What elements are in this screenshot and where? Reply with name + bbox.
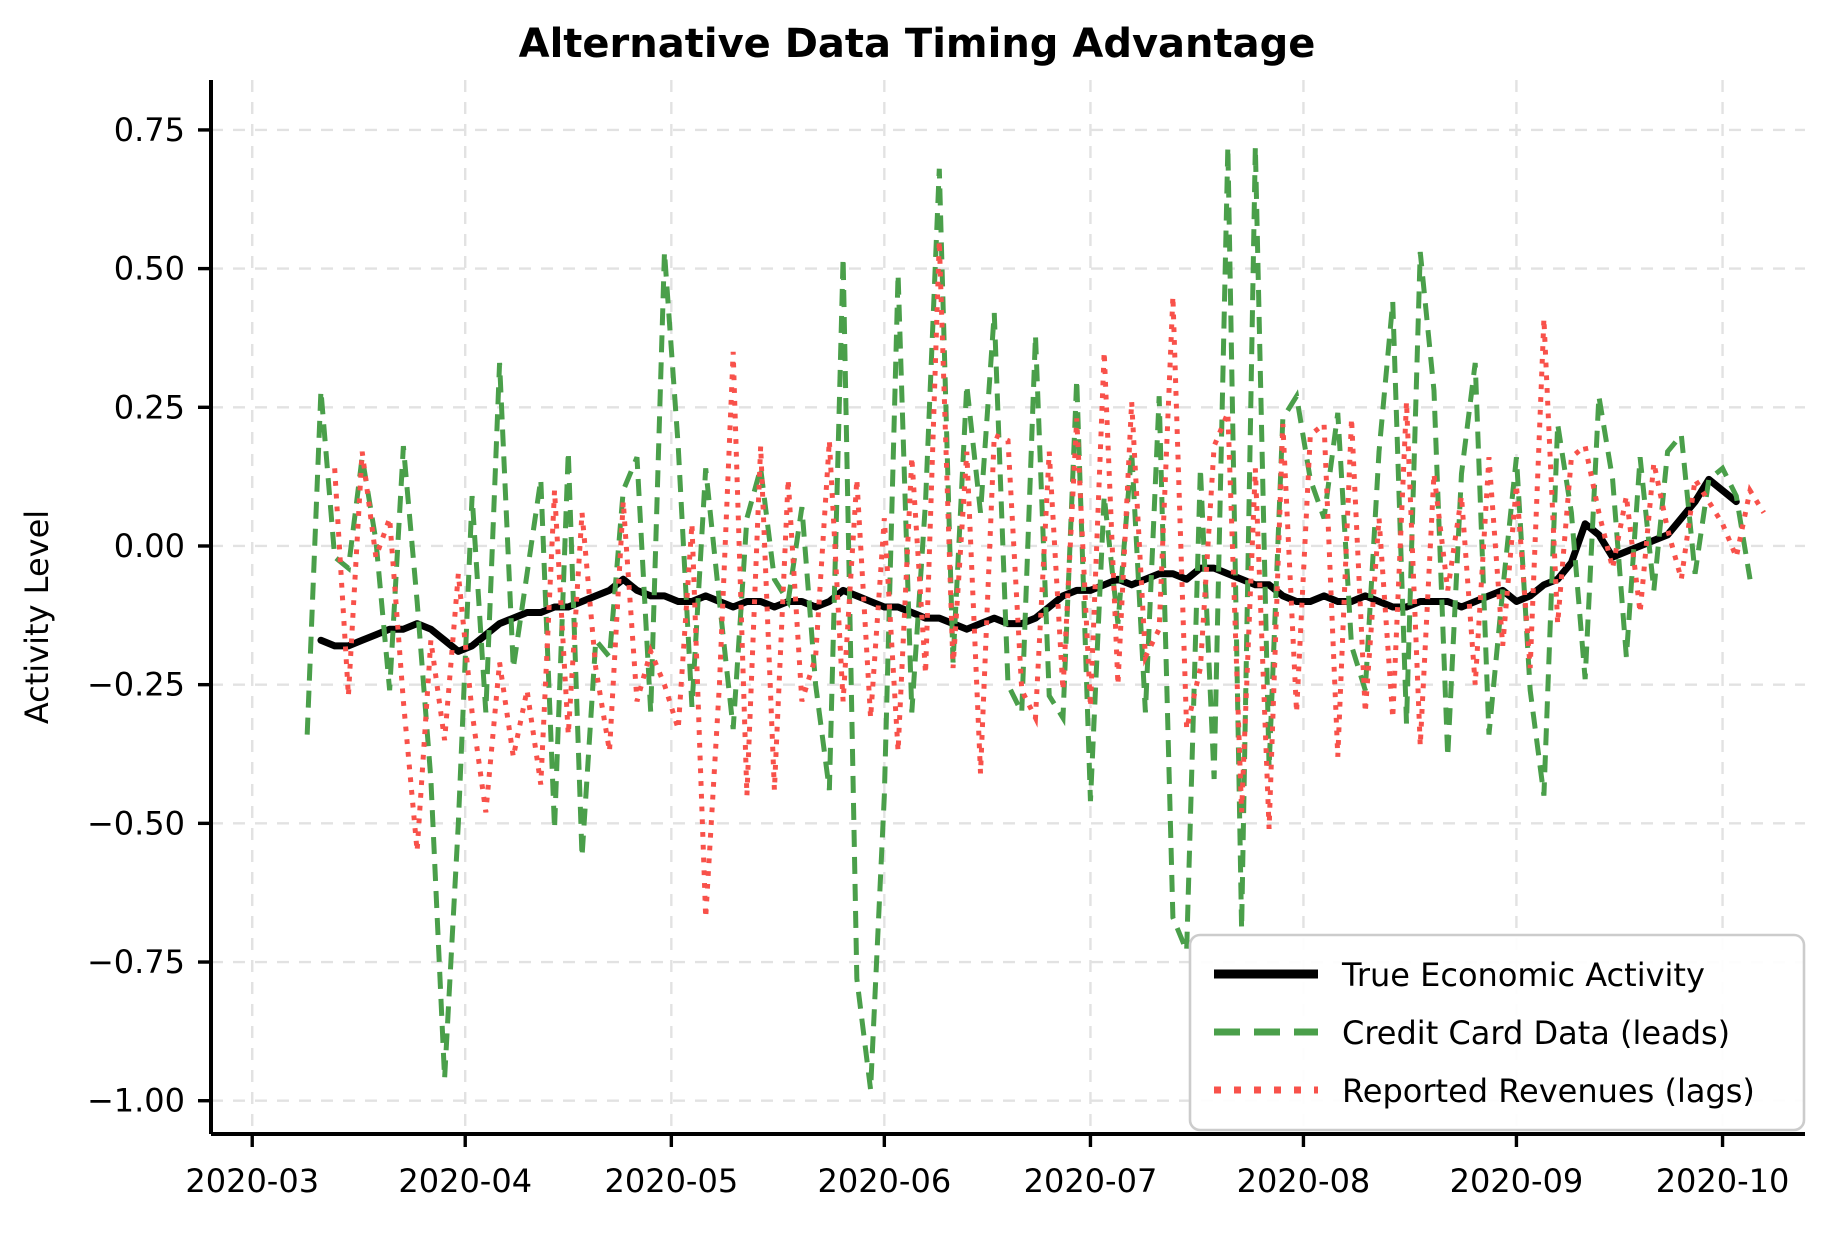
- x-tick-label: 2020-03: [185, 1162, 319, 1200]
- series-line-3: [332, 240, 1766, 918]
- x-tick-label: 2020-04: [398, 1162, 532, 1200]
- y-tick-label: 0.50: [114, 250, 185, 288]
- x-tick-label: 2020-07: [1024, 1162, 1158, 1200]
- series-line-2: [304, 146, 1753, 1090]
- y-tick-label: −0.25: [87, 666, 185, 704]
- y-tick-label: −0.50: [87, 804, 185, 842]
- y-tick-label: 0.25: [114, 388, 185, 426]
- y-tick-label: 0.00: [114, 527, 185, 565]
- x-tick-label: 2020-08: [1237, 1162, 1371, 1200]
- y-tick-label: −0.75: [87, 943, 185, 981]
- legend-label-1: True Economic Activity: [1341, 956, 1705, 994]
- x-axis-tick-labels: 2020-03 2020-04 2020-05 2020-06 2020-07 2020-…: [185, 1162, 1789, 1200]
- legend-box: [1188, 933, 1806, 1132]
- y-tick-label: −1.00: [87, 1082, 185, 1120]
- x-tick-label: 2020-10: [1656, 1162, 1790, 1200]
- chart-legend[interactable]: True Economic Activity Credit Card Data (…: [1188, 933, 1806, 1132]
- x-tick-label: 2020-09: [1450, 1162, 1584, 1200]
- series-lines: [304, 146, 1766, 1090]
- legend-label-3: Reported Revenues (lags): [1342, 1072, 1755, 1110]
- x-tick-label: 2020-05: [604, 1162, 738, 1200]
- legend-label-2: Credit Card Data (leads): [1342, 1014, 1730, 1052]
- y-axis-label: Activity Level: [18, 510, 56, 724]
- x-tick-label: 2020-06: [817, 1162, 951, 1200]
- chart-title: Alternative Data Timing Advantage: [519, 21, 1316, 67]
- axis-ticks: [198, 128, 1725, 1147]
- y-tick-label: 0.75: [114, 111, 185, 149]
- y-axis-tick-labels: 0.75 0.50 0.25 0.00 −0.25 −0.50 −0.75 −1.00: [87, 111, 185, 1120]
- axis-spines: [209, 80, 1805, 1136]
